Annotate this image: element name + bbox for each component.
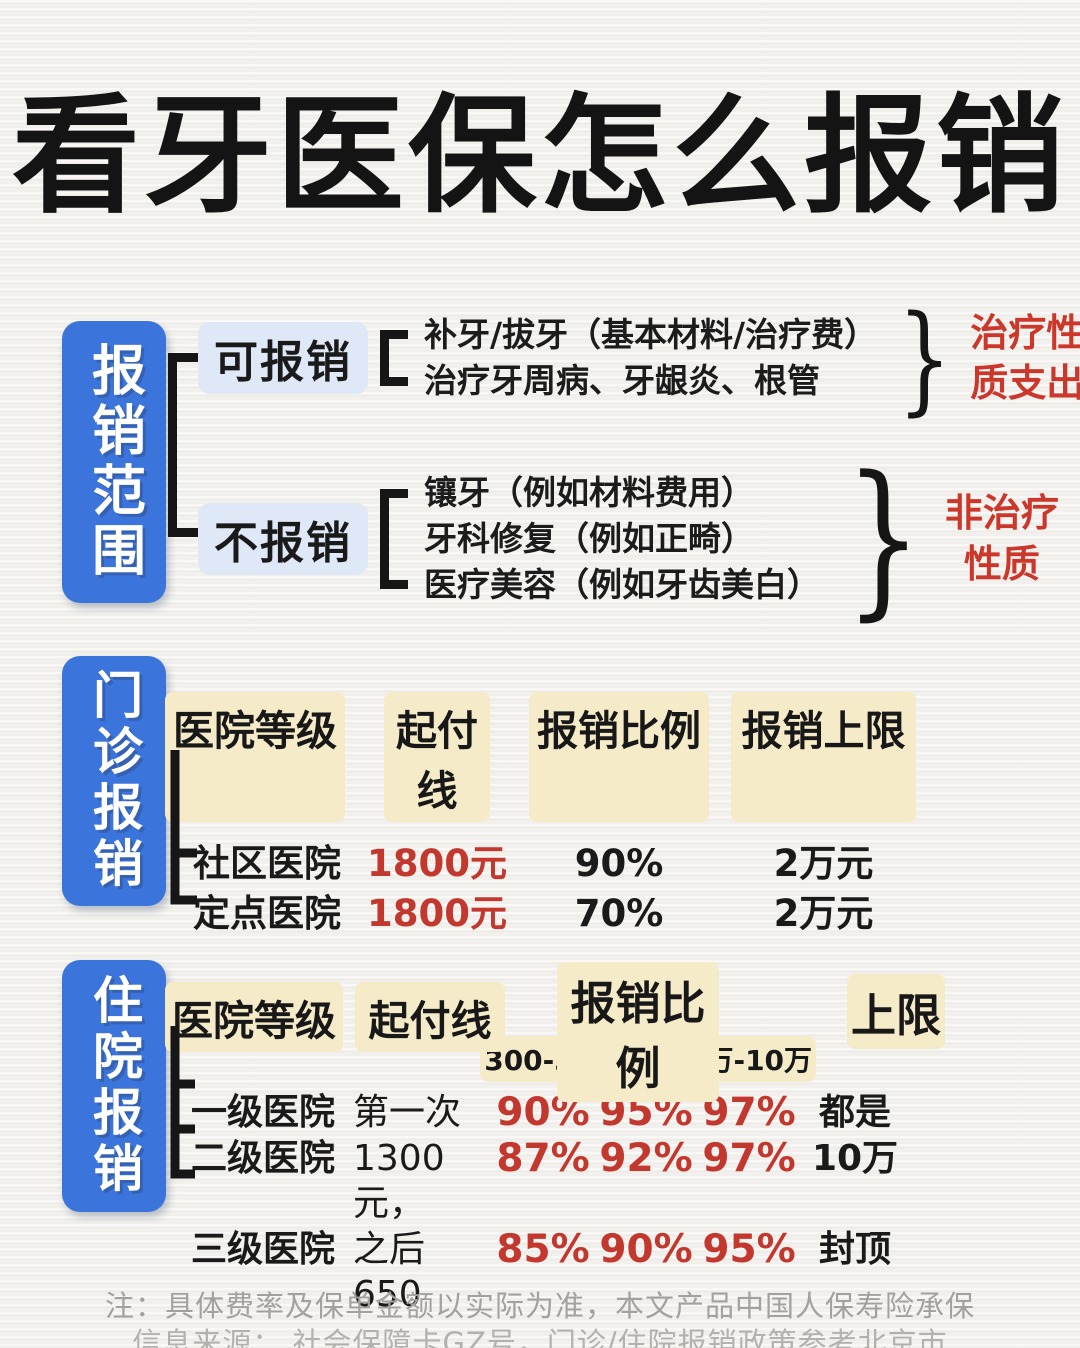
note-treatment-nature: 治疗性 质支出 (970, 308, 1080, 408)
not-claimable-items: 镶牙（例如材料费用） 牙科修复（例如正畸） 医疗美容（例如牙齿美白） (424, 470, 820, 608)
cell-ratio-band1: 87% (496, 1136, 590, 1181)
outpatient-rows: 社区医院 1800元 90% 2万元 定点医院 1800元 70% 2万元 (165, 840, 916, 938)
cell-hospital: 一级医院 (191, 1092, 336, 1133)
cell-ratio-band2: 92% (599, 1136, 693, 1181)
cell-cap: 10万 (811, 1138, 899, 1179)
tree-bracket-icon (170, 750, 197, 905)
cell-ratio-band3: 95% (702, 1227, 796, 1272)
column-header-deductible: 起付线 (383, 692, 491, 822)
note-line: 治疗性 (970, 310, 1080, 355)
not-claimable-chip: 不报销 (198, 502, 368, 575)
cell-cap: 2万元 (773, 842, 874, 885)
scope-item: 镶牙（例如材料费用） (424, 472, 754, 512)
scope-item: 牙科修复（例如正畸） (424, 518, 754, 558)
section-scope: 报销范围 可报销 补牙/拔牙（基本材料/治疗费） 治疗牙周病、牙龈炎、根管 } … (0, 289, 1080, 636)
outer-bracket-icon (168, 353, 198, 537)
column-header-hospital-level: 医院等级 (165, 692, 345, 822)
section-outpatient: 门诊报销 医院等级 起付线 报销比例 报销上限 社区医院 1800元 90% 2… (0, 648, 1080, 935)
cell-hospital: 定点医院 (193, 892, 341, 935)
outpatient-table: 医院等级 起付线 报销比例 报销上限 社区医院 1800元 90% 2万元 定点… (165, 692, 916, 938)
inner-bracket-icon (380, 330, 408, 387)
scope-item: 补牙/拔牙（基本材料/治疗费） (424, 315, 878, 355)
section-inpatient: 住院报销 医院等级 起付线 报销比例 上限 300-3万 3万-4万 4万-10… (0, 952, 1080, 1315)
cell-cap: 都是 (818, 1092, 891, 1133)
inner-bracket-icon (380, 488, 408, 589)
column-header-ratio: 报销比例 (557, 962, 719, 1102)
cell-hospital: 三级医院 (191, 1229, 336, 1270)
cell-cap: 封顶 (818, 1229, 891, 1270)
cell-deductible: 1800元 (367, 842, 507, 885)
scope-item: 治疗牙周病、牙龈炎、根管 (424, 361, 820, 401)
inpatient-rows: 一级医院 第一次 90% 95% 97% 都是 二级医院 1300元， 87% … (165, 1090, 905, 1317)
column-header-ratio: 报销比例 (529, 692, 709, 822)
cell-deductible: 1800元 (367, 892, 507, 935)
group-not-claimable: 不报销 镶牙（例如材料费用） 牙科修复（例如正畸） 医疗美容（例如牙齿美白） }… (198, 440, 1059, 636)
footer-source: 信息来源： 社会保障卡GZ号，门诊/住院报销政策参考北京市 (132, 1326, 948, 1348)
note-non-treatment-nature: 非治疗 性质 (945, 488, 1059, 588)
column-header-hospital-level: 医院等级 (165, 982, 343, 1052)
page-title: 看牙医保怎么报销 (11, 82, 1068, 231)
curly-brace-icon: } (844, 440, 922, 636)
cell-hospital: 社区医院 (193, 842, 341, 885)
tree-bracket-icon (170, 1026, 195, 1179)
note-line: 性质 (963, 541, 1040, 586)
curly-brace-icon: } (897, 289, 952, 427)
claimable-chip: 可报销 (198, 322, 368, 395)
cell-deductible: 1300元， (353, 1138, 445, 1224)
cell-ratio-band1: 85% (496, 1227, 590, 1272)
inpatient-header-row: 医院等级 起付线 报销比例 上限 (165, 962, 945, 1102)
cell-ratio: 70% (574, 892, 664, 935)
group-claimable: 可报销 补牙/拔牙（基本材料/治疗费） 治疗牙周病、牙龈炎、根管 } 治疗性 质… (198, 289, 1080, 427)
column-header-cap: 报销上限 (731, 692, 916, 822)
claimable-items: 补牙/拔牙（基本材料/治疗费） 治疗牙周病、牙龈炎、根管 (424, 312, 877, 404)
column-header-cap: 上限 (847, 974, 945, 1049)
cell-deductible: 之后650 (353, 1229, 426, 1315)
inpatient-table: 医院等级 起付线 报销比例 上限 300-3万 3万-4万 4万-10万 一级医… (165, 962, 945, 1317)
cell-ratio: 90% (574, 842, 664, 885)
cell-hospital: 二级医院 (191, 1138, 336, 1179)
vertical-tab-outpatient: 门诊报销 (62, 656, 166, 906)
cell-deductible: 第一次 (353, 1092, 462, 1133)
vertical-tab-inpatient: 住院报销 (62, 960, 166, 1212)
cell-ratio-band3: 97% (702, 1136, 796, 1181)
note-line: 非治疗 (944, 491, 1059, 536)
cell-ratio-band2: 90% (599, 1227, 693, 1272)
footer-disclaimer: 注：具体费率及保单金额以实际为准，本文产品中国人保寿险承保 (104, 1289, 975, 1323)
cell-cap: 2万元 (773, 892, 874, 935)
column-header-deductible: 起付线 (355, 982, 505, 1052)
outpatient-header-row: 医院等级 起付线 报销比例 报销上限 (165, 692, 916, 822)
scope-item: 医疗美容（例如牙齿美白） (424, 564, 820, 604)
vertical-tab-scope: 报销范围 (62, 321, 166, 603)
note-line: 质支出 (970, 361, 1080, 406)
